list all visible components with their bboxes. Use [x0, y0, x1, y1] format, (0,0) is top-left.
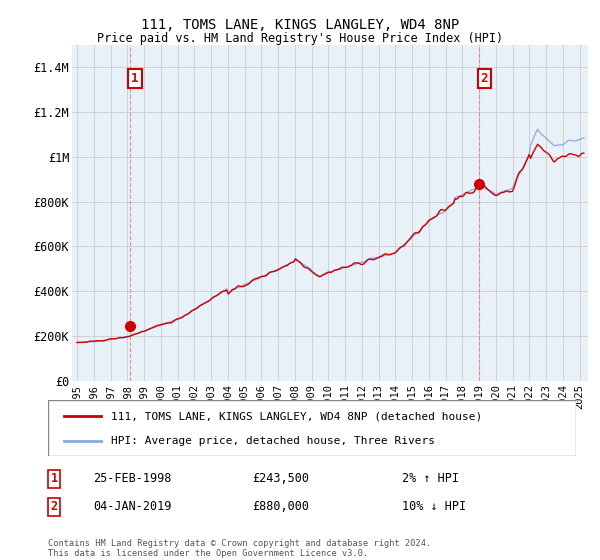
Text: 2: 2 — [50, 500, 58, 514]
Text: HPI: Average price, detached house, Three Rivers: HPI: Average price, detached house, Thre… — [112, 436, 436, 446]
Text: 2% ↑ HPI: 2% ↑ HPI — [402, 472, 459, 486]
Text: 1: 1 — [50, 472, 58, 486]
FancyBboxPatch shape — [48, 400, 576, 456]
Text: 111, TOMS LANE, KINGS LANGLEY, WD4 8NP (detached house): 111, TOMS LANE, KINGS LANGLEY, WD4 8NP (… — [112, 411, 482, 421]
Text: 111, TOMS LANE, KINGS LANGLEY, WD4 8NP: 111, TOMS LANE, KINGS LANGLEY, WD4 8NP — [141, 18, 459, 32]
Text: 1: 1 — [131, 72, 139, 85]
Text: 10% ↓ HPI: 10% ↓ HPI — [402, 500, 466, 514]
Text: 2: 2 — [481, 72, 488, 85]
Text: £880,000: £880,000 — [252, 500, 309, 514]
Text: 04-JAN-2019: 04-JAN-2019 — [93, 500, 172, 514]
Text: 25-FEB-1998: 25-FEB-1998 — [93, 472, 172, 486]
Text: £243,500: £243,500 — [252, 472, 309, 486]
Text: Price paid vs. HM Land Registry's House Price Index (HPI): Price paid vs. HM Land Registry's House … — [97, 31, 503, 45]
Text: Contains HM Land Registry data © Crown copyright and database right 2024.
This d: Contains HM Land Registry data © Crown c… — [48, 539, 431, 558]
